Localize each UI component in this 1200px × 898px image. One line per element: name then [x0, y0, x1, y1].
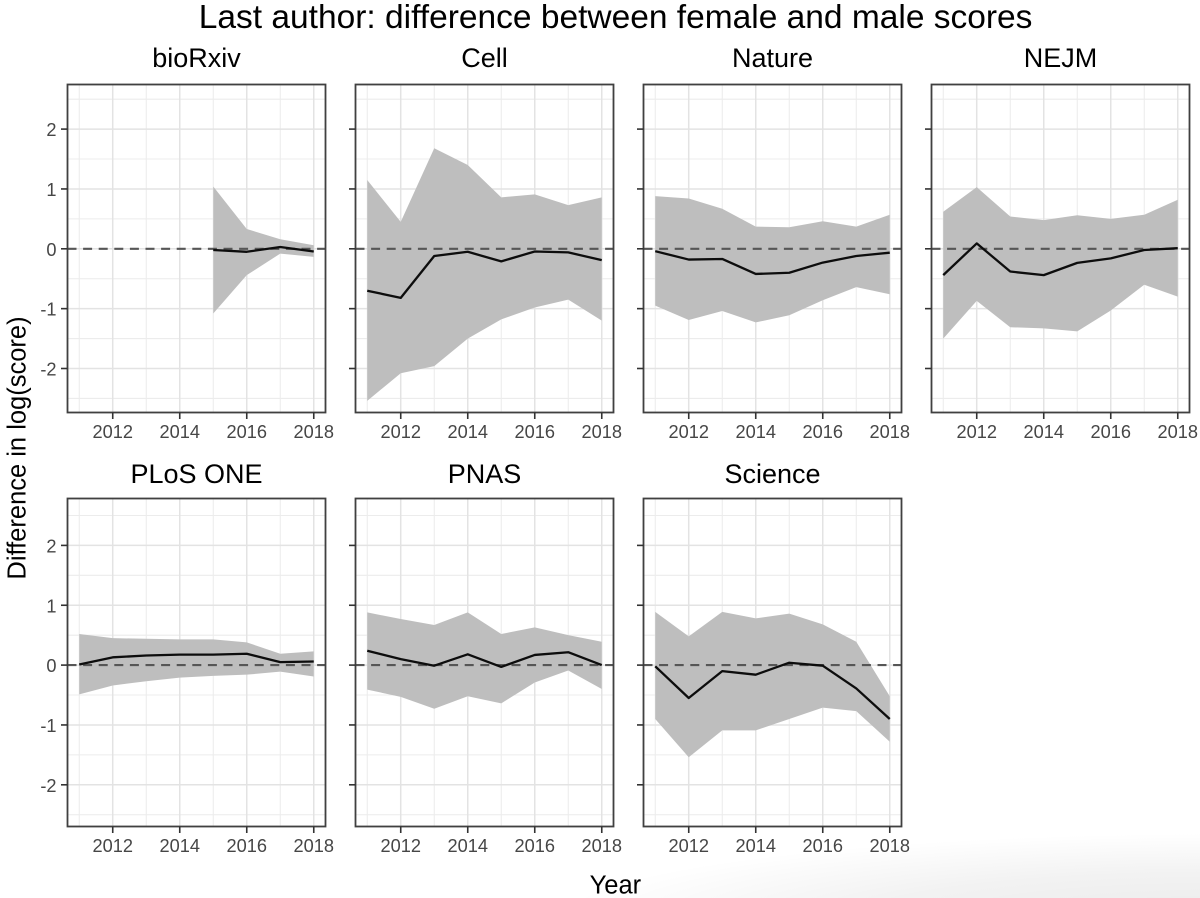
svg-text:2016: 2016	[803, 422, 843, 442]
svg-text:2014: 2014	[1024, 422, 1064, 442]
svg-text:1: 1	[46, 596, 56, 616]
svg-text:2014: 2014	[160, 422, 200, 442]
svg-text:2012: 2012	[668, 836, 708, 856]
svg-text:2018: 2018	[870, 836, 910, 856]
svg-text:Cell: Cell	[461, 43, 508, 73]
svg-text:2018: 2018	[1158, 422, 1198, 442]
svg-text:-2: -2	[40, 776, 56, 796]
svg-text:Nature: Nature	[732, 43, 813, 73]
svg-text:2018: 2018	[870, 422, 910, 442]
svg-text:2012: 2012	[92, 422, 132, 442]
svg-text:2014: 2014	[160, 836, 200, 856]
svg-text:2012: 2012	[668, 422, 708, 442]
svg-text:0: 0	[46, 656, 56, 676]
svg-text:2016: 2016	[227, 836, 267, 856]
svg-text:2014: 2014	[448, 422, 488, 442]
svg-text:bioRxiv: bioRxiv	[152, 43, 241, 73]
svg-text:2012: 2012	[92, 836, 132, 856]
svg-text:Year: Year	[590, 872, 642, 898]
svg-text:2016: 2016	[803, 836, 843, 856]
svg-text:2014: 2014	[736, 836, 776, 856]
svg-text:-1: -1	[40, 716, 56, 736]
svg-text:2012: 2012	[956, 422, 996, 442]
svg-text:2018: 2018	[582, 836, 622, 856]
svg-text:-1: -1	[40, 300, 56, 320]
svg-text:2018: 2018	[294, 422, 334, 442]
svg-text:2016: 2016	[515, 422, 555, 442]
svg-text:PLoS ONE: PLoS ONE	[130, 459, 262, 489]
svg-text:PNAS: PNAS	[448, 459, 522, 489]
svg-text:2016: 2016	[227, 422, 267, 442]
svg-text:Last author: difference betwee: Last author: difference between female a…	[199, 0, 1033, 36]
svg-text:Difference in log(score): Difference in log(score)	[4, 316, 32, 579]
svg-text:1: 1	[46, 180, 56, 200]
svg-text:2018: 2018	[582, 422, 622, 442]
svg-text:2012: 2012	[380, 836, 420, 856]
svg-text:0: 0	[46, 240, 56, 260]
svg-text:2018: 2018	[294, 836, 334, 856]
svg-text:NEJM: NEJM	[1024, 43, 1098, 73]
svg-text:2014: 2014	[736, 422, 776, 442]
svg-text:2016: 2016	[515, 836, 555, 856]
svg-text:Science: Science	[724, 459, 820, 489]
svg-text:-2: -2	[40, 360, 56, 380]
svg-text:2016: 2016	[1091, 422, 1131, 442]
svg-text:2012: 2012	[380, 422, 420, 442]
svg-text:2: 2	[46, 120, 56, 140]
svg-text:2: 2	[46, 536, 56, 556]
svg-text:2014: 2014	[448, 836, 488, 856]
